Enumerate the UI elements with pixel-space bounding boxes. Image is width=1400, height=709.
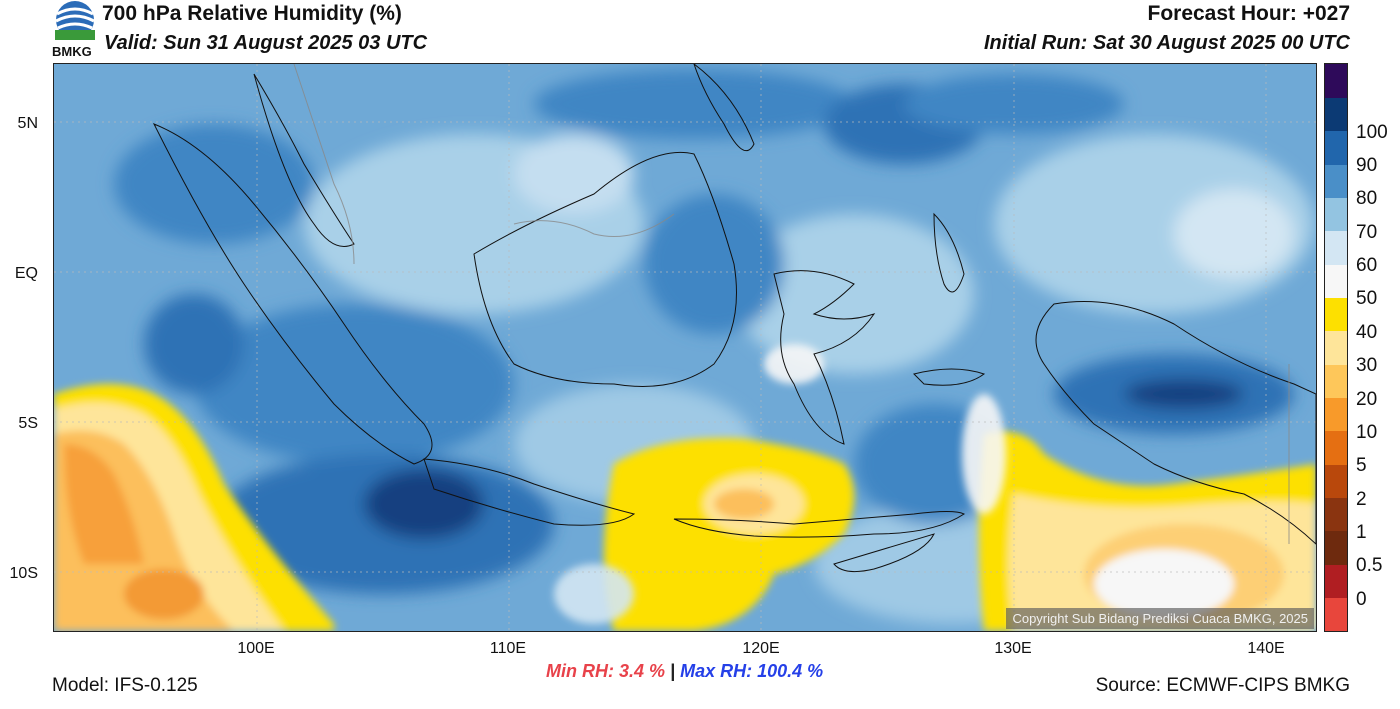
model-name: Model: IFS-0.125 <box>52 675 198 696</box>
colorbar-label: 70 <box>1356 221 1378 243</box>
colorbar-segment <box>1325 297 1347 332</box>
min-rh-label: Min RH: <box>546 661 614 681</box>
lon-label-120e: 120E <box>742 640 780 657</box>
colorbar-segment <box>1325 597 1347 632</box>
colorbar-label: 2 <box>1356 488 1367 510</box>
colorbar-label: 20 <box>1356 388 1378 410</box>
max-rh-label: Max RH: <box>680 661 753 681</box>
borders <box>293 64 1290 544</box>
lon-label-100e: 100E <box>237 640 275 657</box>
min-rh-value: 3.4 % <box>619 661 666 681</box>
colorbar-segment <box>1325 564 1347 599</box>
lon-label-110e: 110E <box>489 640 527 657</box>
colorbar <box>1324 63 1348 632</box>
max-rh-value: 100.4 % <box>757 661 824 681</box>
rh-stats: Min RH: 3.4 % | Max RH: 100.4 % <box>546 661 823 682</box>
colorbar-label: 0.5 <box>1356 555 1383 577</box>
colorbar-segment <box>1325 230 1347 265</box>
colorbar-segment <box>1325 464 1347 499</box>
colorbar-label: 60 <box>1356 255 1378 277</box>
dry-area-southwest <box>54 384 334 631</box>
colorbar-segment <box>1325 364 1347 399</box>
colorbar-segment <box>1325 97 1347 132</box>
dry-area-nusa-tenggara <box>604 438 854 631</box>
coastlines <box>152 64 1316 573</box>
valid-time: Valid: Sun 31 August 2025 03 UTC <box>104 32 428 54</box>
lat-label-5s: 5S <box>18 415 38 432</box>
lon-label-130e: 130E <box>994 640 1032 657</box>
graticule <box>54 64 1316 631</box>
colorbar-label: 100 <box>1356 121 1388 143</box>
colorbar-segment <box>1325 164 1347 198</box>
rh-50-transition <box>554 344 1006 624</box>
colorbar-segment <box>1325 264 1347 298</box>
lat-label-5n: 5N <box>17 115 38 132</box>
copyright-note: Copyright Sub Bidang Prediksi Cuaca BMKG… <box>1006 608 1314 629</box>
colorbar-segment <box>1325 197 1347 232</box>
bmkg-logo: BMKG <box>50 0 100 60</box>
map-title: 700 hPa Relative Humidity (%) <box>102 2 402 25</box>
colorbar-label: 1 <box>1356 521 1367 543</box>
colorbar-segment <box>1325 330 1347 365</box>
colorbar-label: 0 <box>1356 588 1367 610</box>
colorbar-segment <box>1325 430 1347 465</box>
stats-separator: | <box>670 661 676 681</box>
dry-area-arafura <box>979 431 1316 631</box>
colorbar-segment <box>1325 530 1347 565</box>
forecast-hour: Forecast Hour: +027 <box>1147 2 1351 25</box>
colorbar-label: 10 <box>1356 421 1378 443</box>
colorbar-segment <box>1325 497 1347 532</box>
colorbar-label: 50 <box>1356 288 1378 310</box>
colorbar-segment <box>1325 397 1347 432</box>
initial-run: Initial Run: Sat 30 August 2025 00 UTC <box>983 32 1350 54</box>
logo-text: BMKG <box>52 44 92 59</box>
colorbar-label: 80 <box>1356 188 1378 210</box>
lat-label-10s: 10S <box>9 565 38 582</box>
colorbar-label: 40 <box>1356 321 1378 343</box>
rh-field-patterns <box>114 69 1314 624</box>
colorbar-label: 30 <box>1356 355 1378 377</box>
colorbar-label: 90 <box>1356 155 1378 177</box>
colorbar-segment <box>1325 130 1347 165</box>
colorbar-label: 5 <box>1356 455 1367 477</box>
lon-label-140e: 140E <box>1247 640 1285 657</box>
data-source: Source: ECMWF-CIPS BMKG <box>1095 675 1350 696</box>
colorbar-segment <box>1325 64 1347 98</box>
lat-label-eq: EQ <box>14 265 38 282</box>
humidity-map: Copyright Sub Bidang Prediksi Cuaca BMKG… <box>53 63 1317 632</box>
